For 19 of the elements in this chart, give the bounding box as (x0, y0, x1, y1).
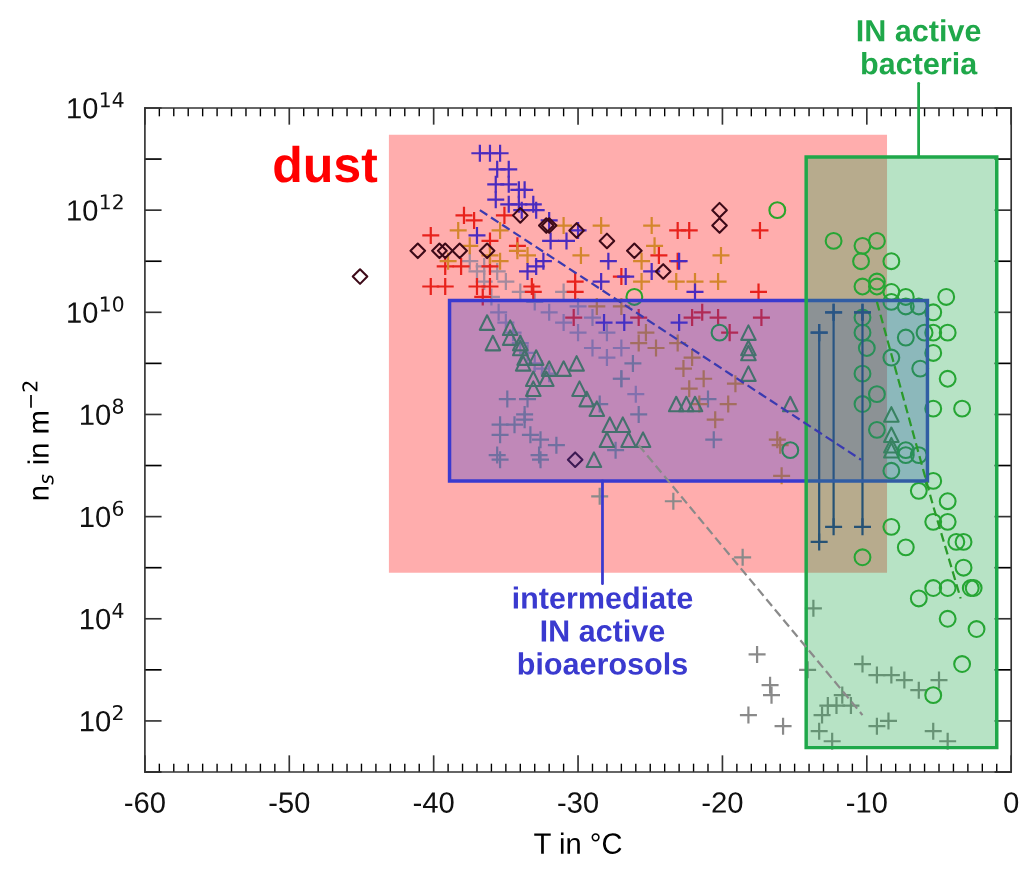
x-tick-label: -40 (413, 792, 454, 813)
y-tick-label: 10$^{14}$ (68, 92, 124, 119)
y-tick-label: 10$^{8}$ (81, 398, 124, 426)
y-tick-label: 10$^{6}$ (81, 500, 124, 528)
x-tick-label: -10 (847, 792, 887, 813)
y-axis-title: n$_{s}$ in m$^{−2}$ (22, 381, 54, 500)
text: IN active bacteria (857, 19, 981, 75)
y-tick-label: 10$^{12}$ (68, 194, 123, 221)
text: intermediate IN active bioaerosols (513, 586, 693, 675)
x-tick-label: -50 (269, 792, 310, 813)
y-tick-label: 10$^{4}$ (81, 603, 124, 630)
series-label: dust (274, 145, 378, 183)
x-axis-title: T in °C (534, 832, 622, 854)
x-tick-label: -30 (558, 792, 598, 813)
x-tick-label: -60 (125, 792, 165, 813)
x-tick-label: -20 (702, 792, 743, 813)
x-tick-label: 0 (1004, 792, 1019, 813)
y-tick-label: 10$^{2}$ (81, 704, 123, 732)
y-tick-label: 10$^{10}$ (68, 296, 124, 323)
